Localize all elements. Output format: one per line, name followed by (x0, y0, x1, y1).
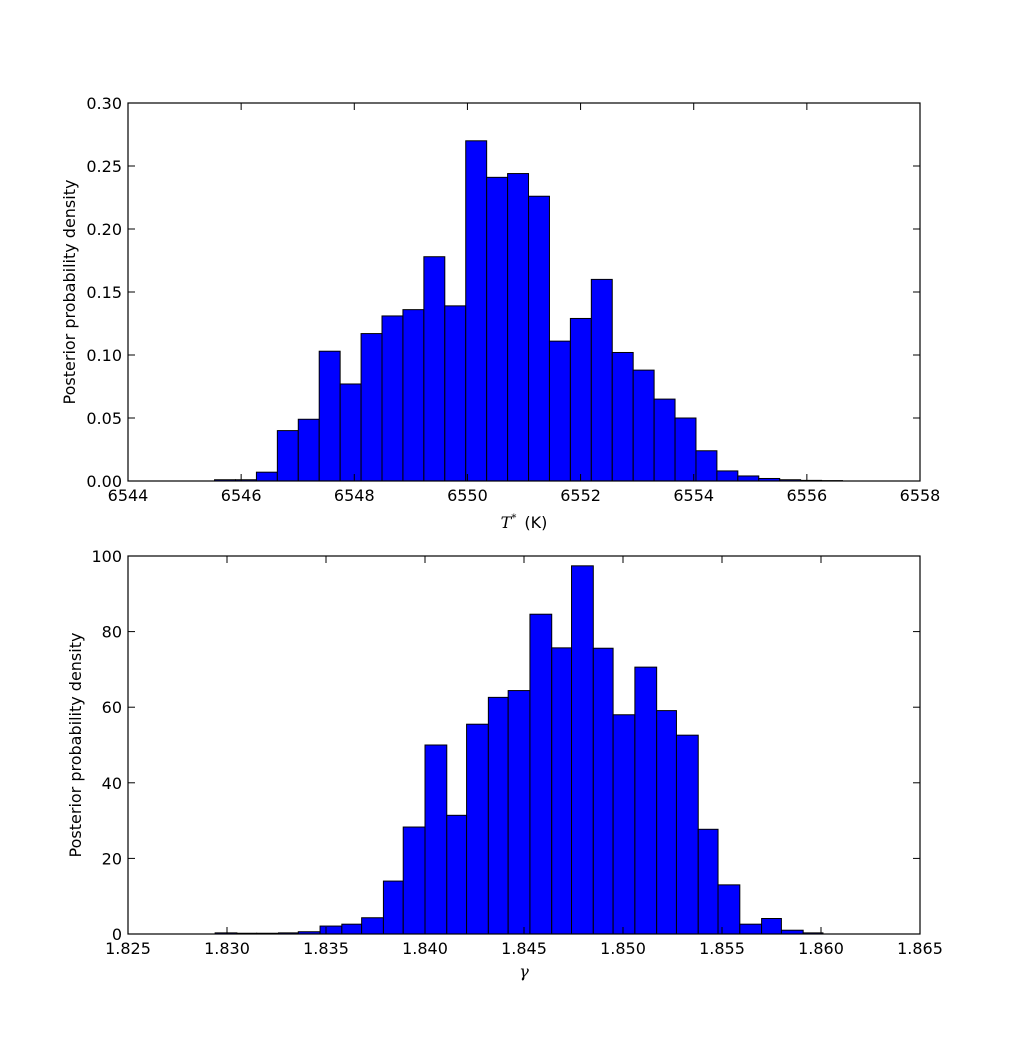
histogram-bar (297, 418, 320, 482)
y-tick-label: 100 (91, 547, 122, 566)
x-tick-label: 1.855 (699, 939, 745, 958)
x-tick-label: 6548 (334, 486, 375, 505)
histogram-bar (507, 173, 530, 482)
histogram-bar (697, 828, 719, 935)
y-tick-label: 0 (112, 925, 122, 944)
histogram-bar (423, 256, 446, 482)
x-tick-label: 1.835 (303, 939, 349, 958)
x-tick-label: 6554 (673, 486, 714, 505)
y-tick-label: 0.15 (86, 283, 122, 302)
histogram-bar (571, 565, 594, 935)
histogram-bar (737, 475, 760, 482)
x-tick-label: 1.860 (798, 939, 844, 958)
x-tick-label: 6546 (221, 486, 262, 505)
histogram-bar (634, 666, 658, 935)
y-tick-label: 20 (102, 849, 122, 868)
x-tick-label: 1.845 (501, 939, 547, 958)
histogram-bar (653, 398, 676, 482)
x-tick-label: 1.850 (600, 939, 646, 958)
x-tick-label: 6552 (560, 486, 601, 505)
histogram-bar (361, 917, 384, 935)
y-tick-label: 0.10 (86, 346, 122, 365)
histogram-bar (341, 923, 363, 935)
histogram-bar (465, 140, 488, 482)
histogram-bar (569, 317, 592, 482)
histogram-bar (507, 690, 531, 935)
histogram-bar (444, 305, 467, 482)
x-axis-ticks: 6544 6546 6548 6550 6552 6554 6556 6558 (108, 103, 941, 505)
histogram-bar (675, 734, 699, 935)
x-tick-label: 6558 (900, 486, 941, 505)
x-axis-ticks: 1.825 1.830 1.835 1.840 1.845 1.850 1.855 1.860… (105, 556, 943, 958)
histogram-bar (446, 814, 468, 935)
x-tick-label: 1.825 (105, 939, 151, 958)
y-axis-label: Posterior probability density (60, 180, 79, 405)
histogram-bar (695, 450, 718, 482)
histogram-bar (381, 315, 404, 482)
histogram-bar (528, 195, 550, 482)
histogram-bar (761, 918, 782, 935)
histogram-bar (382, 880, 404, 935)
histogram-bar (402, 309, 425, 482)
histogram-bar (319, 925, 343, 935)
histogram-bar (717, 884, 741, 935)
x-tick-label: 1.840 (402, 939, 448, 958)
x-axis-label: T* (K) (501, 513, 548, 532)
histogram-bar (424, 744, 448, 935)
histogram-bar (339, 383, 362, 482)
y-axis-ticks: 0.00 0.05 0.10 0.15 0.20 0.25 0.30 (86, 94, 920, 491)
x-tick-label: 6556 (786, 486, 827, 505)
y-axis-ticks: 0 20 40 60 80 100 (91, 547, 920, 944)
y-tick-label: 40 (102, 774, 122, 793)
histogram-bar (402, 826, 426, 935)
histogram-bar (255, 471, 278, 482)
x-tick-label: 6544 (108, 486, 149, 505)
histogram-bar (592, 647, 614, 935)
histogram-bar (611, 351, 634, 482)
y-tick-label: 0.30 (86, 94, 122, 113)
histogram-bar (590, 278, 613, 482)
histogram-bar (529, 613, 553, 935)
gamma-histogram-bars (214, 565, 824, 935)
y-tick-label: 0.20 (86, 220, 122, 239)
histogram-bar (739, 923, 763, 935)
y-axis-label: Posterior probability density (66, 633, 85, 858)
y-tick-label: 60 (102, 698, 122, 717)
x-tick-label: 1.830 (204, 939, 250, 958)
histogram-bar (487, 696, 509, 935)
histogram-bar (612, 714, 636, 935)
y-tick-label: 0.25 (86, 157, 122, 176)
histogram-bar (360, 333, 383, 482)
x-tick-label: 1.865 (897, 939, 943, 958)
histogram-bar (656, 710, 677, 935)
histogram-bar (632, 369, 655, 482)
histogram-bar (551, 647, 573, 935)
histogram-bar (716, 470, 739, 482)
x-axis-label: γ (519, 962, 529, 981)
y-tick-label: 0.05 (86, 409, 122, 428)
y-tick-label: 0.00 (86, 472, 122, 491)
gamma-histogram-panel: 1.825 1.830 1.835 1.840 1.845 1.850 1.855 1.860… (66, 547, 943, 981)
histogram-bar (486, 176, 509, 482)
histogram-bar (548, 340, 571, 482)
histogram-bar (318, 350, 341, 482)
temperature-histogram-panel: 6544 6546 6548 6550 6552 6554 6556 6558 0.000.0… (60, 94, 940, 532)
y-tick-label: 80 (102, 623, 122, 642)
histogram-bar (466, 723, 489, 935)
histogram-bar (674, 417, 697, 482)
histogram-bar (276, 430, 299, 482)
x-tick-label: 6550 (447, 486, 488, 505)
